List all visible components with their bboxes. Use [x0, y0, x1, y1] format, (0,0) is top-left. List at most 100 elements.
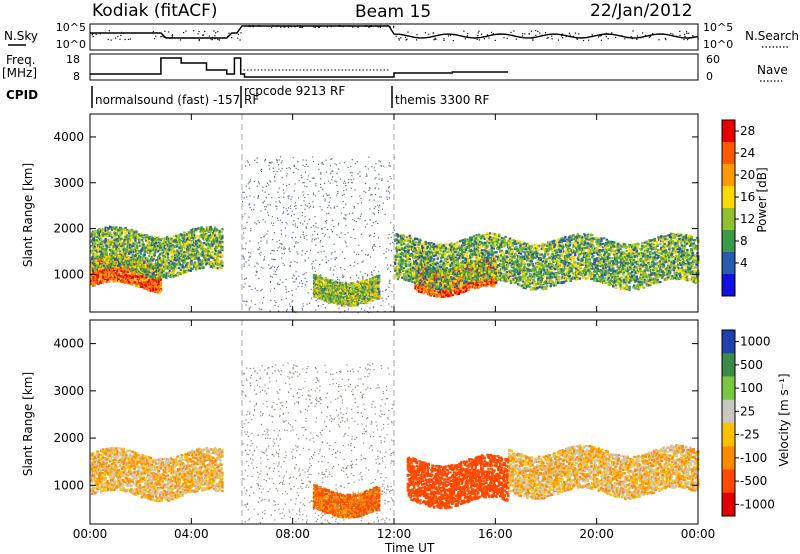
scatter-cell	[350, 297, 354, 300]
nsearch-dot	[119, 38, 121, 40]
scatter-cell	[209, 246, 212, 249]
scatter-cell	[140, 267, 144, 270]
scatter-cell	[110, 270, 114, 273]
scatter-cell	[157, 273, 160, 276]
scatter-cell	[216, 255, 220, 258]
scatter-cell	[101, 266, 105, 269]
scatter-cell	[107, 227, 110, 230]
scatter-cell	[93, 245, 96, 248]
scatter-cell	[157, 255, 161, 258]
nsearch-dot	[91, 34, 93, 36]
nsearch-dot	[299, 26, 301, 28]
scatter-cell	[130, 273, 134, 276]
scatter-cell	[372, 284, 375, 287]
nsearch-dot	[258, 25, 260, 27]
scatter-cell	[204, 260, 208, 263]
scatter-cell	[139, 250, 143, 253]
scatter-cell	[140, 244, 144, 247]
scatter-cell	[436, 295, 439, 298]
scatter-cell	[157, 269, 161, 272]
scatter-cell	[166, 256, 170, 259]
scatter-cell	[183, 231, 186, 234]
nsearch-dot	[422, 37, 425, 39]
scatter-cell	[118, 247, 121, 250]
scatter-cell	[98, 268, 101, 271]
scatter-cell	[206, 236, 210, 240]
nsearch-dot	[387, 25, 389, 27]
scatter-cell	[103, 252, 106, 255]
scatter-cell	[142, 255, 145, 258]
nsearch-dot	[239, 39, 241, 41]
scatter-cell	[147, 266, 150, 269]
scatter-cell	[126, 254, 129, 257]
scatter-cell	[146, 258, 149, 261]
scatter-cell	[344, 292, 347, 295]
scatter-cell	[133, 259, 136, 262]
scatter-cell	[139, 285, 143, 288]
nsearch-dot	[169, 37, 171, 39]
scatter-cell	[322, 282, 326, 285]
scatter-cell	[118, 280, 121, 283]
nsearch-dot	[642, 32, 644, 34]
scatter-cell	[136, 248, 139, 251]
scatter-cell	[188, 250, 191, 253]
nsearch-dot	[217, 31, 219, 33]
nsearch-dot	[227, 35, 229, 37]
scatter-cell	[112, 256, 115, 259]
scatter-cell	[147, 248, 150, 251]
scatter-cell	[180, 256, 183, 260]
scatter-cell	[147, 261, 151, 264]
scatter-cell	[99, 269, 102, 272]
scatter-cell	[317, 278, 320, 282]
scatter-cell	[158, 291, 162, 294]
scatter-cell	[186, 252, 190, 255]
scatter-cell	[322, 290, 325, 293]
nsearch-dot	[247, 25, 249, 27]
scatter-cell	[335, 301, 338, 304]
scatter-cell	[322, 288, 325, 291]
scatter-cell	[147, 242, 151, 246]
scatter-cell	[177, 260, 181, 263]
nsearch-dot	[185, 30, 187, 32]
scatter-cell	[173, 272, 176, 275]
scatter-cell	[102, 280, 106, 283]
scatter-cell	[190, 230, 193, 233]
scatter-cell	[202, 266, 205, 269]
nsearch-dot	[530, 30, 533, 32]
scatter-cell	[102, 232, 106, 235]
scatter-cell	[204, 252, 207, 255]
nsearch-dot	[482, 35, 485, 38]
scatter-cell	[141, 278, 144, 281]
scatter-cell	[206, 241, 210, 244]
scatter-cell	[137, 276, 140, 280]
scatter-cell	[171, 244, 174, 247]
scatter-cell	[166, 260, 169, 263]
scatter-cell	[116, 270, 119, 273]
freq-label: Freq.	[6, 53, 36, 67]
scatter-cell	[93, 242, 96, 245]
nsearch-dot	[476, 38, 478, 40]
scatter-cell	[206, 247, 210, 250]
scatter-cell	[115, 245, 118, 248]
scatter-cell	[147, 246, 150, 250]
scatter-cell	[430, 278, 433, 281]
scatter-cell	[211, 228, 214, 231]
scatter-cell	[102, 265, 106, 268]
scatter-cell	[127, 271, 130, 274]
scatter-cell	[121, 268, 125, 271]
scatter-cell	[111, 253, 115, 256]
nsearch-dot	[237, 37, 239, 39]
nsearch-dot	[259, 25, 261, 27]
scatter-cell	[152, 243, 155, 247]
scatter-cell	[191, 240, 194, 244]
scatter-cell	[109, 258, 113, 261]
scatter-cell	[145, 285, 148, 288]
scatter-cell	[158, 261, 162, 264]
scatter-cell	[104, 238, 107, 241]
scatter-cell	[171, 253, 174, 256]
nsearch-dot	[582, 39, 585, 42]
scatter-cell	[135, 231, 138, 234]
scatter-cell	[167, 271, 171, 274]
scatter-cell	[90, 271, 93, 274]
scatter-cell	[336, 295, 339, 298]
